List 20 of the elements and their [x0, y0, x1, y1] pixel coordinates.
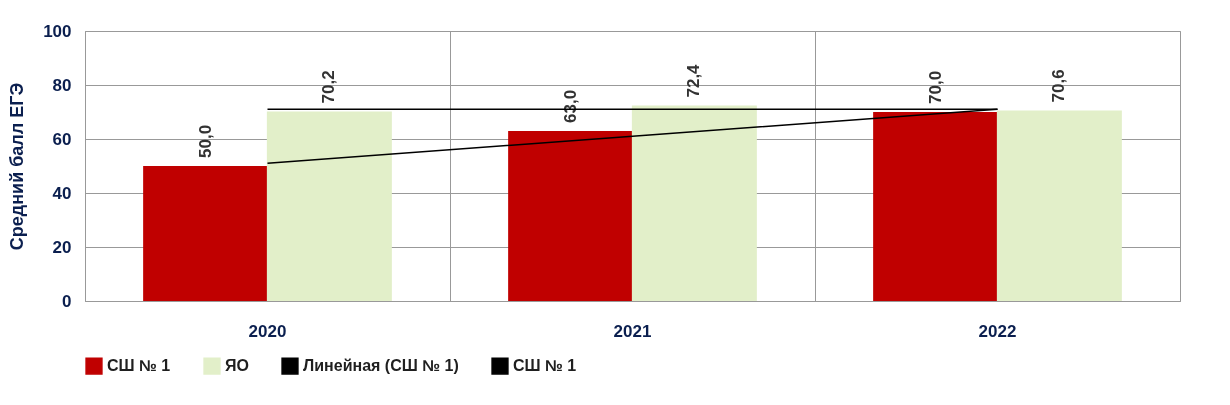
x-tick-label: 2021 [613, 321, 652, 341]
data-label: 70,0 [925, 70, 945, 104]
y-tick-label: 0 [62, 291, 72, 311]
data-label: 70,6 [1049, 69, 1069, 103]
legend-label: СШ № 1 [107, 357, 171, 375]
y-tick-label: 60 [52, 129, 72, 149]
data-label: 72,4 [684, 63, 704, 98]
legend-label: ЯО [225, 357, 249, 375]
x-tick-label: 2022 [978, 321, 1017, 341]
y-tick-label: 40 [52, 183, 72, 203]
y-tick-label: 80 [52, 75, 72, 95]
data-label: 70,2 [319, 70, 339, 104]
y-tick-label: 100 [43, 21, 72, 41]
legend-label: СШ № 1 [513, 357, 577, 375]
y-tick-label: 20 [52, 237, 72, 257]
y-axis-title: Средний балл ЕГЭ [7, 82, 28, 251]
x-tick-label: 2020 [248, 321, 287, 341]
legend-label: Линейная (СШ № 1) [303, 357, 459, 375]
data-label: 63,0 [560, 89, 580, 123]
data-label: 50,0 [195, 124, 215, 158]
